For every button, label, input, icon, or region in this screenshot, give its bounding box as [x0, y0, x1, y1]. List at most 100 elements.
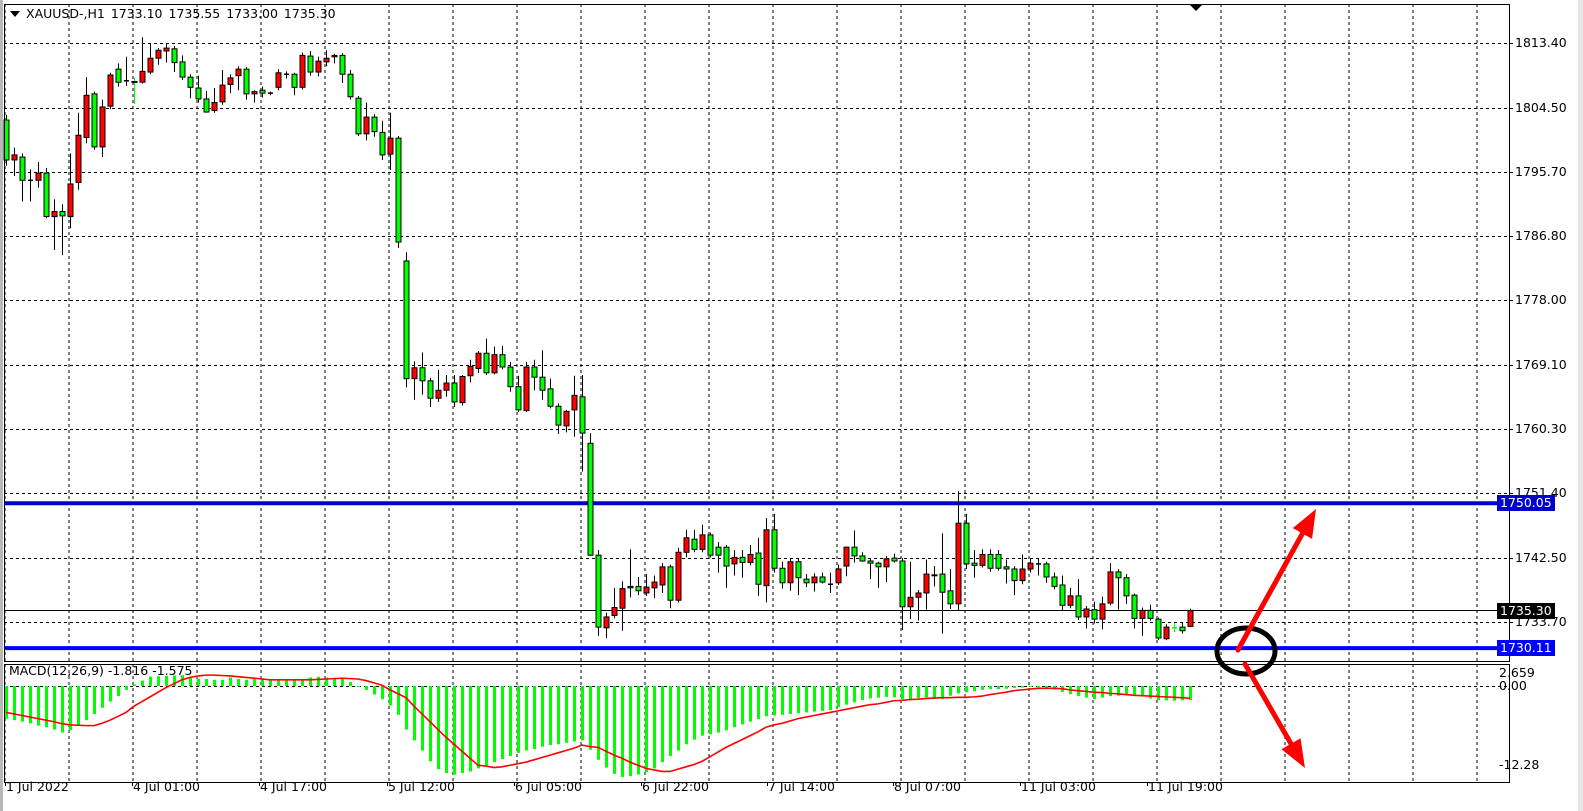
candle [124, 56, 129, 86]
candle-body-bull [811, 576, 818, 584]
candle-body-bull [163, 47, 170, 52]
macd-histogram-bar [701, 686, 704, 736]
down-arrow-icon[interactable] [1242, 661, 1305, 768]
candle-body-bear [43, 172, 50, 218]
candle-body-bull [251, 91, 258, 95]
candle [1075, 579, 1082, 620]
candle-body-bull [675, 551, 682, 601]
candle [1147, 604, 1154, 621]
candle-body-bull [571, 394, 578, 411]
candle [395, 135, 402, 248]
candle [115, 63, 122, 87]
candle [43, 167, 50, 219]
macd-histogram-bar [925, 686, 928, 698]
candle-body-bear [851, 546, 858, 557]
candle [355, 96, 362, 136]
time-label: 4 Jul 17:00 [260, 779, 328, 794]
circle-marker[interactable] [1214, 625, 1278, 677]
macd-histogram-bar [861, 686, 864, 700]
down-arrow-icon-head[interactable] [1281, 738, 1305, 768]
macd-histogram-bar [109, 686, 112, 702]
down-arrow-icon-shaft[interactable] [1242, 661, 1294, 747]
up-arrow-icon-head[interactable] [1292, 509, 1316, 539]
candle-body-bull [883, 558, 890, 568]
candle-body-bear [379, 131, 386, 156]
candle [235, 66, 242, 91]
candle-body-bear [739, 556, 746, 563]
macd-histogram-bar [533, 686, 536, 749]
candle-body-bull [787, 561, 794, 584]
candle [435, 369, 442, 402]
candle-body-bear [1123, 577, 1130, 597]
macd-histogram-bar [805, 686, 808, 713]
candle-body-bear [795, 561, 802, 579]
candle [1115, 568, 1122, 610]
macd-histogram-bar [93, 686, 96, 714]
macd-histogram-bar [1173, 686, 1176, 701]
macd-pane [5, 674, 1192, 777]
candle [1043, 561, 1050, 583]
candle-body-bull [1027, 562, 1034, 570]
candle-body-bear [419, 367, 426, 382]
macd-histogram-bar [397, 686, 400, 715]
macd-histogram-bar [645, 686, 648, 773]
annotations[interactable] [1214, 509, 1316, 768]
macd-histogram-bar [29, 686, 32, 724]
up-arrow-icon-shaft[interactable] [1235, 531, 1305, 653]
macd-histogram-bar [565, 686, 568, 743]
candle [619, 581, 626, 631]
candle-body-bear [555, 405, 562, 426]
candle [939, 533, 946, 634]
candle [531, 359, 538, 391]
time-label: 5 Jul 12:00 [388, 779, 456, 794]
candle-body-bear [427, 380, 434, 399]
candle-body-bear [347, 73, 354, 98]
candle [963, 513, 970, 569]
candle-body-bear [939, 573, 946, 593]
candle-body-bear [499, 354, 506, 368]
candle [203, 90, 210, 113]
candle [1107, 563, 1114, 606]
macd-histogram-bar [661, 686, 664, 763]
candle [795, 558, 802, 596]
up-arrow-icon[interactable] [1235, 509, 1316, 653]
macd-histogram-bar [1141, 686, 1144, 697]
candle [107, 72, 114, 110]
dropdown-triangle-icon[interactable] [10, 10, 20, 17]
macd-histogram-bar [1037, 686, 1040, 688]
candle [28, 169, 33, 202]
candle [699, 524, 706, 553]
candle [955, 491, 962, 611]
candle-body-bear [483, 352, 490, 374]
candle-body-bear [587, 442, 594, 556]
candle [803, 574, 810, 588]
chart-shift-marker-icon[interactable] [1189, 4, 1203, 11]
macd-histogram-bar [709, 686, 712, 735]
candle [443, 375, 450, 397]
candle-body-bull [491, 354, 498, 374]
candle [99, 99, 106, 158]
time-label: 7 Jul 14:00 [768, 779, 836, 794]
candle [227, 74, 234, 94]
macd-histogram-bar [341, 679, 344, 686]
candle [779, 561, 786, 589]
macd-histogram-bar [381, 686, 384, 700]
macd-histogram-bar [605, 686, 608, 768]
candle-body-bear [755, 552, 762, 585]
candle [915, 590, 922, 621]
time-label: 11 Jul 03:00 [1021, 779, 1096, 794]
candle [131, 77, 138, 105]
candle-body-bull [475, 352, 482, 369]
macd-histogram-bar [245, 679, 248, 686]
candle [1003, 559, 1010, 584]
macd-histogram-bar [853, 686, 856, 703]
candle [867, 558, 874, 580]
price-tick-label: 1760.30 [1515, 420, 1567, 436]
candle [323, 50, 330, 67]
candle-body-bull [699, 534, 706, 550]
candle-body-bear [867, 560, 874, 564]
candle-body-bear [691, 538, 698, 550]
candle-body-bull [923, 573, 930, 594]
chart-frame [4, 4, 1510, 786]
